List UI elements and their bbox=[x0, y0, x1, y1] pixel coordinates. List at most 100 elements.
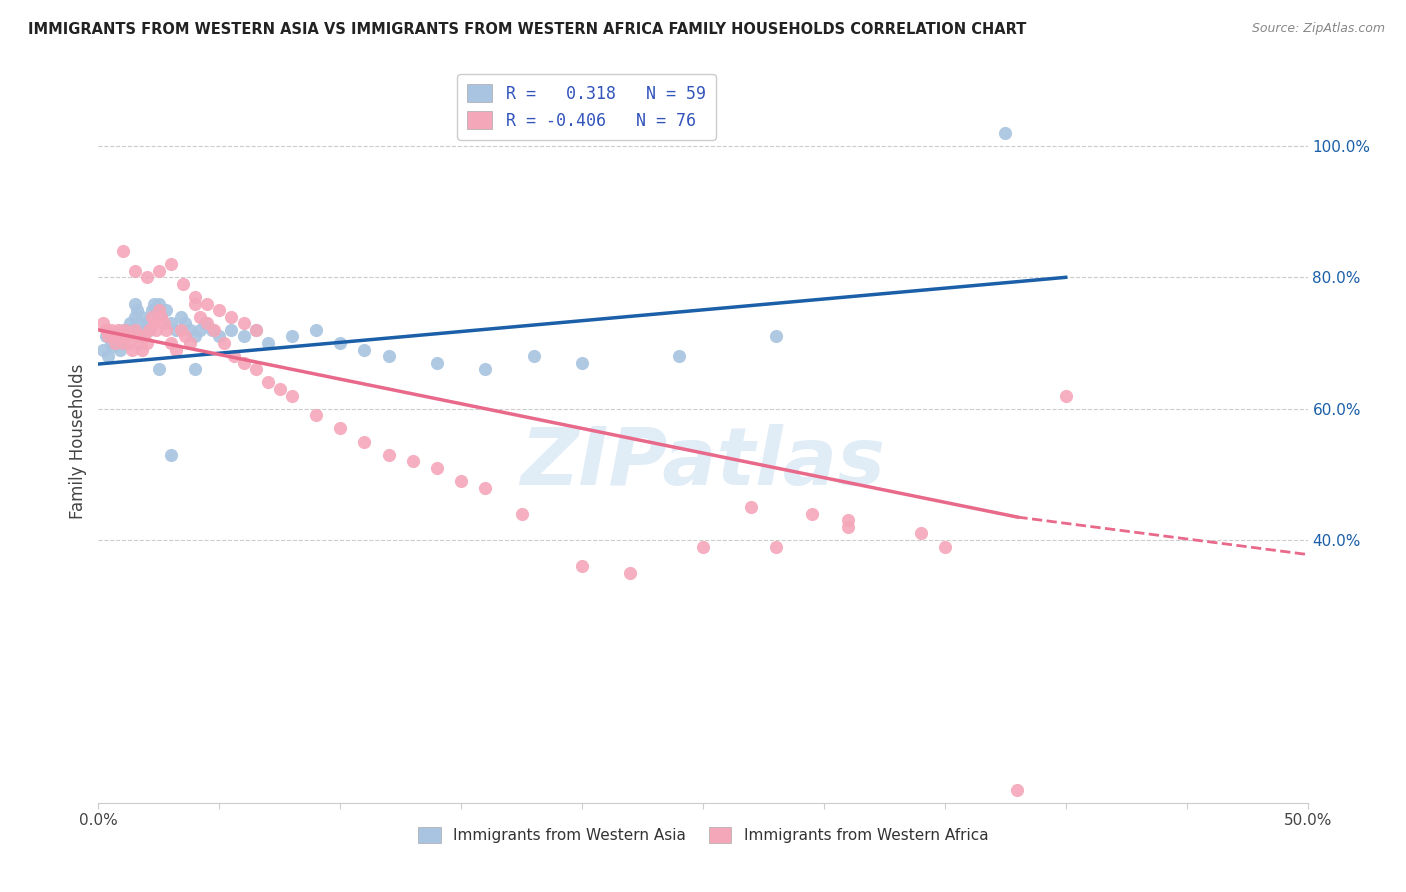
Point bbox=[131, 310, 153, 324]
Point bbox=[188, 323, 211, 337]
Point bbox=[150, 310, 173, 324]
Point bbox=[329, 336, 352, 351]
Point bbox=[145, 323, 167, 337]
Point bbox=[195, 296, 218, 310]
Point bbox=[184, 296, 207, 310]
Point bbox=[172, 277, 194, 291]
Point bbox=[692, 540, 714, 554]
Point bbox=[232, 329, 254, 343]
Point bbox=[329, 421, 352, 435]
Text: ZIPatlas: ZIPatlas bbox=[520, 425, 886, 502]
Point bbox=[124, 310, 146, 324]
Point bbox=[169, 310, 191, 324]
Point bbox=[474, 362, 496, 376]
Point bbox=[135, 316, 157, 330]
Point bbox=[523, 349, 546, 363]
Point bbox=[910, 526, 932, 541]
Point bbox=[107, 326, 129, 341]
Point bbox=[208, 303, 231, 318]
Point bbox=[160, 316, 183, 330]
Point bbox=[128, 316, 150, 330]
Point bbox=[121, 343, 143, 357]
Point bbox=[152, 316, 174, 330]
Point bbox=[188, 310, 211, 324]
Point bbox=[131, 343, 153, 357]
Point bbox=[117, 329, 139, 343]
Point bbox=[100, 323, 122, 337]
Point bbox=[174, 316, 197, 330]
Point bbox=[184, 290, 207, 304]
Point bbox=[800, 507, 823, 521]
Point bbox=[174, 329, 197, 343]
Point bbox=[160, 448, 183, 462]
Point bbox=[281, 329, 304, 343]
Point bbox=[148, 264, 170, 278]
Point bbox=[165, 323, 187, 337]
Point bbox=[160, 336, 183, 351]
Point bbox=[107, 336, 129, 351]
Point bbox=[155, 323, 177, 337]
Point bbox=[108, 343, 131, 357]
Point bbox=[124, 323, 146, 337]
Point bbox=[148, 296, 170, 310]
Legend: Immigrants from Western Asia, Immigrants from Western Africa: Immigrants from Western Asia, Immigrants… bbox=[412, 821, 994, 849]
Point bbox=[114, 329, 136, 343]
Point bbox=[668, 349, 690, 363]
Point bbox=[94, 329, 117, 343]
Point bbox=[104, 333, 127, 347]
Point bbox=[377, 349, 399, 363]
Point bbox=[165, 343, 187, 357]
Point bbox=[765, 329, 787, 343]
Point bbox=[135, 270, 157, 285]
Point bbox=[141, 310, 163, 324]
Point bbox=[117, 323, 139, 337]
Point bbox=[97, 329, 120, 343]
Point bbox=[571, 559, 593, 574]
Point bbox=[155, 303, 177, 318]
Point bbox=[97, 349, 120, 363]
Point bbox=[934, 540, 956, 554]
Point bbox=[145, 303, 167, 318]
Point bbox=[353, 434, 375, 449]
Point bbox=[128, 336, 150, 351]
Point bbox=[281, 388, 304, 402]
Point bbox=[256, 376, 278, 390]
Point bbox=[1007, 782, 1029, 797]
Y-axis label: Family Households: Family Households bbox=[69, 364, 87, 519]
Point bbox=[160, 257, 183, 271]
Point bbox=[426, 460, 449, 475]
Point bbox=[740, 500, 762, 515]
Point bbox=[1054, 388, 1077, 402]
Point bbox=[134, 323, 156, 337]
Point bbox=[201, 323, 224, 337]
Point bbox=[143, 316, 166, 330]
Point bbox=[100, 329, 122, 343]
Point bbox=[426, 356, 449, 370]
Point bbox=[135, 336, 157, 351]
Text: Source: ZipAtlas.com: Source: ZipAtlas.com bbox=[1251, 22, 1385, 36]
Point bbox=[269, 382, 291, 396]
Point bbox=[101, 329, 124, 343]
Point bbox=[194, 316, 217, 330]
Point bbox=[91, 316, 114, 330]
Point bbox=[141, 303, 163, 318]
Point bbox=[104, 336, 127, 351]
Point bbox=[245, 323, 267, 337]
Point bbox=[245, 323, 267, 337]
Point bbox=[107, 323, 129, 337]
Point bbox=[124, 264, 146, 278]
Point bbox=[232, 316, 254, 330]
Point bbox=[179, 336, 201, 351]
Point bbox=[100, 336, 122, 351]
Point bbox=[221, 310, 243, 324]
Point bbox=[765, 540, 787, 554]
Point bbox=[94, 323, 117, 337]
Point bbox=[179, 323, 201, 337]
Point bbox=[148, 303, 170, 318]
Point bbox=[837, 520, 859, 534]
Point bbox=[204, 323, 226, 337]
Point bbox=[138, 323, 160, 337]
Point bbox=[169, 323, 191, 337]
Point bbox=[118, 336, 141, 351]
Point bbox=[305, 323, 328, 337]
